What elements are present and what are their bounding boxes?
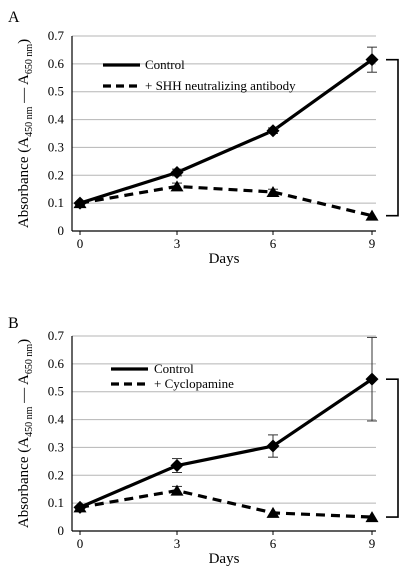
y-tick-label: 0.3 xyxy=(48,139,64,154)
y-axis-title-part: 450 nm xyxy=(24,406,35,437)
data-point-diamond xyxy=(266,124,280,138)
y-tick-label: 0.1 xyxy=(48,195,64,210)
y-axis-title: Absorbance (A450 nm — A650 nm) xyxy=(16,339,35,528)
y-tick-label: 0.3 xyxy=(48,439,64,454)
x-tick-label: 9 xyxy=(369,536,376,551)
chart-panel-b: B 0 0.1 0.2 0.3 0.4 0.5 0.6 0.7 0 3 6 9 Days Absorbanc… xyxy=(8,315,399,566)
x-tick-label: 6 xyxy=(270,236,277,251)
y-tick-label: 0.5 xyxy=(48,384,64,399)
data-point-triangle xyxy=(266,186,280,197)
data-point-diamond xyxy=(170,459,184,473)
data-point-diamond xyxy=(266,439,280,453)
legend-label: + SHH neutralizing antibody xyxy=(145,78,296,93)
y-tick-label: 0.6 xyxy=(48,56,65,71)
y-tick-label: 0.4 xyxy=(48,412,65,427)
y-tick-label: 0.2 xyxy=(48,167,64,182)
y-axis-title-part: ) xyxy=(16,339,32,344)
y-axis-title-part: 450 nm xyxy=(24,106,35,137)
x-tick-label: 0 xyxy=(77,236,84,251)
y-axis-title-part: ) xyxy=(16,39,32,44)
data-point-diamond xyxy=(170,166,184,179)
chart-panel-a: A 0 0.1 0.2 0.3 0.4 0.5 0.6 0.7 0 3 6 9 Days Absorbanc… xyxy=(8,9,399,267)
legend-label: + Cyclopamine xyxy=(154,376,234,391)
y-axis-title-part: — A xyxy=(16,374,32,407)
significance-bracket xyxy=(386,378,399,518)
data-point-triangle xyxy=(266,506,280,518)
series-line-control xyxy=(79,377,373,509)
x-tick-label: 6 xyxy=(270,536,277,551)
x-tick-label: 0 xyxy=(77,536,84,551)
x-tick-label: 3 xyxy=(174,236,181,251)
series-line-treatment xyxy=(79,489,373,519)
y-tick-label: 0.5 xyxy=(48,84,64,99)
data-point-triangle xyxy=(365,209,379,221)
x-axis-title: Days xyxy=(209,251,240,267)
series-line-treatment xyxy=(79,184,373,218)
data-point-triangle xyxy=(170,180,184,192)
y-axis-title: Absorbance (A450 nm — A650 nm) xyxy=(16,39,35,228)
x-axis-title: Days xyxy=(209,551,240,566)
x-tick-label: 3 xyxy=(174,536,181,551)
y-tick-label: 0 xyxy=(58,523,65,538)
data-point-triangle xyxy=(365,511,379,523)
y-tick-label: 0 xyxy=(58,223,65,238)
y-axis-title-part: 650 nm xyxy=(24,344,35,375)
panel-label: B xyxy=(8,315,19,332)
y-tick-label: 0.2 xyxy=(48,467,64,482)
data-point-triangle xyxy=(73,197,87,209)
y-tick-label: 0.4 xyxy=(48,112,65,127)
legend-label: Control xyxy=(154,361,194,376)
y-axis-title-part: Absorbance (A xyxy=(16,437,32,528)
significance-bracket xyxy=(386,58,399,217)
y-axis-title-part: 650 nm xyxy=(24,44,35,75)
series-line-control xyxy=(79,58,373,205)
x-tick-label: 9 xyxy=(369,236,376,251)
y-tick-label: 0.7 xyxy=(48,28,65,43)
legend-label: Control xyxy=(145,57,185,72)
data-point-triangle xyxy=(170,484,184,496)
y-axis-title-part: — A xyxy=(16,74,32,107)
data-point-diamond xyxy=(365,53,379,67)
y-tick-label: 0.7 xyxy=(48,328,65,343)
y-tick-label: 0.6 xyxy=(48,356,65,371)
y-tick-label: 0.1 xyxy=(48,495,64,510)
data-point-triangle xyxy=(73,501,87,513)
panel-label: A xyxy=(8,9,20,26)
y-axis-title-part: Absorbance (A xyxy=(16,137,32,228)
data-point-diamond xyxy=(365,372,379,386)
